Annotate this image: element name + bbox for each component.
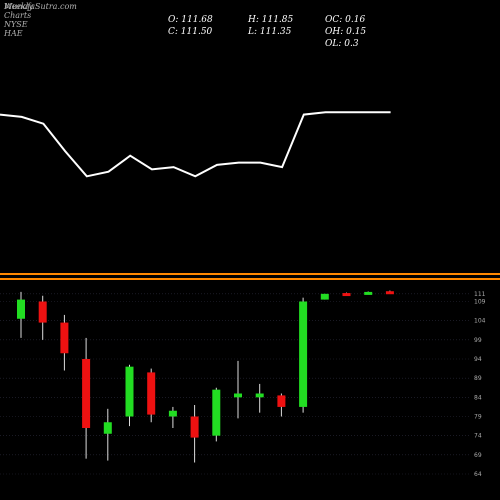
- y-tick-label: 69: [474, 452, 482, 459]
- indicator-line: [0, 111, 391, 178]
- candle-up: [212, 389, 221, 436]
- ohlc-oh: OH: 0.15: [325, 27, 367, 37]
- candle-up: [255, 393, 264, 398]
- candle-up: [103, 422, 112, 434]
- candle-down: [385, 291, 394, 295]
- candle-up: [168, 410, 177, 417]
- ohlc-open: O: 111.68: [168, 15, 213, 25]
- y-tick-label: 109: [474, 299, 486, 306]
- candle-down: [38, 301, 47, 323]
- candle-up: [364, 291, 373, 295]
- candle-up: [234, 393, 242, 398]
- ohlc-ol: OL: 0.3: [325, 39, 359, 49]
- ohlc-low: L: 111.35: [248, 27, 292, 37]
- y-tick-label: 74: [474, 433, 482, 440]
- candle-down: [342, 293, 351, 297]
- candle-down: [82, 359, 91, 428]
- candle-down: [277, 395, 286, 407]
- candle-down: [147, 372, 156, 415]
- y-tick-label: 99: [474, 337, 482, 344]
- chart-title-text: Weekly Charts NYSE HAE: [4, 2, 33, 38]
- y-tick-label: 84: [474, 394, 482, 401]
- y-tick-label: 89: [474, 375, 482, 382]
- y-tick-label: 94: [474, 356, 482, 363]
- ohlc-high: H: 111.85: [248, 15, 294, 25]
- y-tick-label: 104: [474, 318, 486, 325]
- candle-up: [320, 293, 329, 300]
- candle-down: [190, 416, 199, 438]
- ohlc-oc: OC: 0.16: [325, 15, 366, 25]
- y-tick-label: 79: [474, 414, 482, 421]
- ohlc-close: C: 111.50: [168, 27, 213, 37]
- candle-up: [299, 301, 308, 407]
- candle-up: [17, 299, 25, 319]
- watermark-text: MunafaSutra.com: [4, 2, 77, 11]
- y-tick-label: 111: [474, 291, 486, 298]
- y-tick-label: 64: [474, 471, 482, 478]
- candle-down: [60, 322, 69, 354]
- candle-up: [125, 366, 134, 417]
